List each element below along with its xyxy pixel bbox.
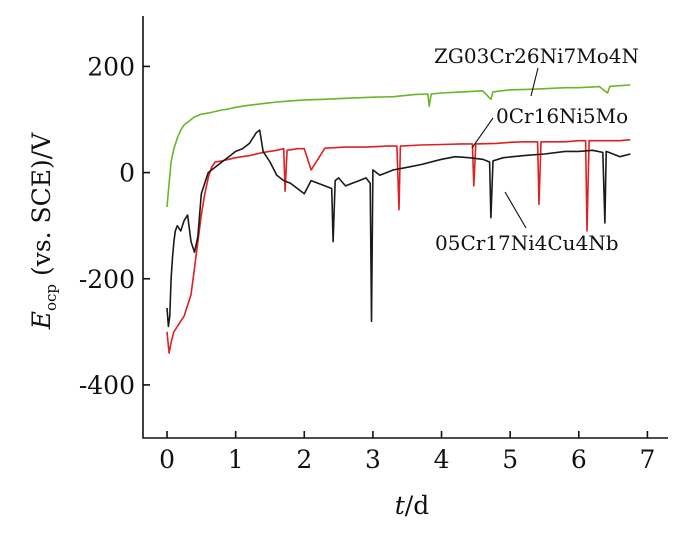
axis-frame <box>142 16 668 439</box>
y-axis-label: Eocp (vs. SCE)/V <box>27 132 60 331</box>
x-ticks: 0 1 2 3 4 5 6 7 <box>159 431 655 474</box>
series-layer <box>166 84 631 354</box>
y-ticks: -400 -200 0 200 <box>79 52 150 400</box>
x-tick-label: 1 <box>228 445 244 474</box>
leader-line-0cr16ni5mo <box>471 117 494 149</box>
y-tick-label: 200 <box>87 52 135 81</box>
x-tick-label: 2 <box>296 445 312 474</box>
x-tick-label: 5 <box>502 445 518 474</box>
y-axis-label-unit: (vs. SCE)/V <box>27 132 56 284</box>
x-axis-label-variable: t <box>395 491 406 520</box>
x-axis-label-unit: /d <box>405 491 429 520</box>
leader-line-zg03cr26ni7mo4n <box>530 67 539 97</box>
series-label-zg03cr26ni7mo4n: ZG03Cr26Ni7Mo4N <box>434 44 639 68</box>
x-tick-label: 3 <box>365 445 381 474</box>
x-axis-label: t/d <box>395 491 429 520</box>
axes-layer <box>142 16 668 439</box>
series-label-05cr17ni4cu4nb: 05Cr17Ni4Cu4Nb <box>435 231 619 255</box>
y-tick-label: -200 <box>79 265 135 294</box>
series-label-0cr16ni5mo: 0Cr16Ni5Mo <box>496 104 628 128</box>
series-line-zg03cr26ni7mo4n <box>166 84 631 208</box>
y-tick-label: 0 <box>119 159 135 188</box>
y-axis-label-subscript: ocp <box>42 284 60 311</box>
leader-line-05cr17ni4cu4nb <box>504 191 527 229</box>
series-line-05cr17ni4cu4nb <box>166 129 631 328</box>
y-tick-label: -400 <box>79 371 135 400</box>
x-tick-label: 0 <box>159 445 175 474</box>
x-tick-label: 6 <box>571 445 587 474</box>
x-tick-label: 7 <box>639 445 655 474</box>
x-tick-label: 4 <box>434 445 450 474</box>
series-annotations: ZG03Cr26Ni7Mo4N 0Cr16Ni5Mo 05Cr17Ni4Cu4N… <box>434 44 639 255</box>
y-axis-label-symbol: E <box>27 311 56 330</box>
series-line-0cr16ni5mo <box>166 138 631 354</box>
